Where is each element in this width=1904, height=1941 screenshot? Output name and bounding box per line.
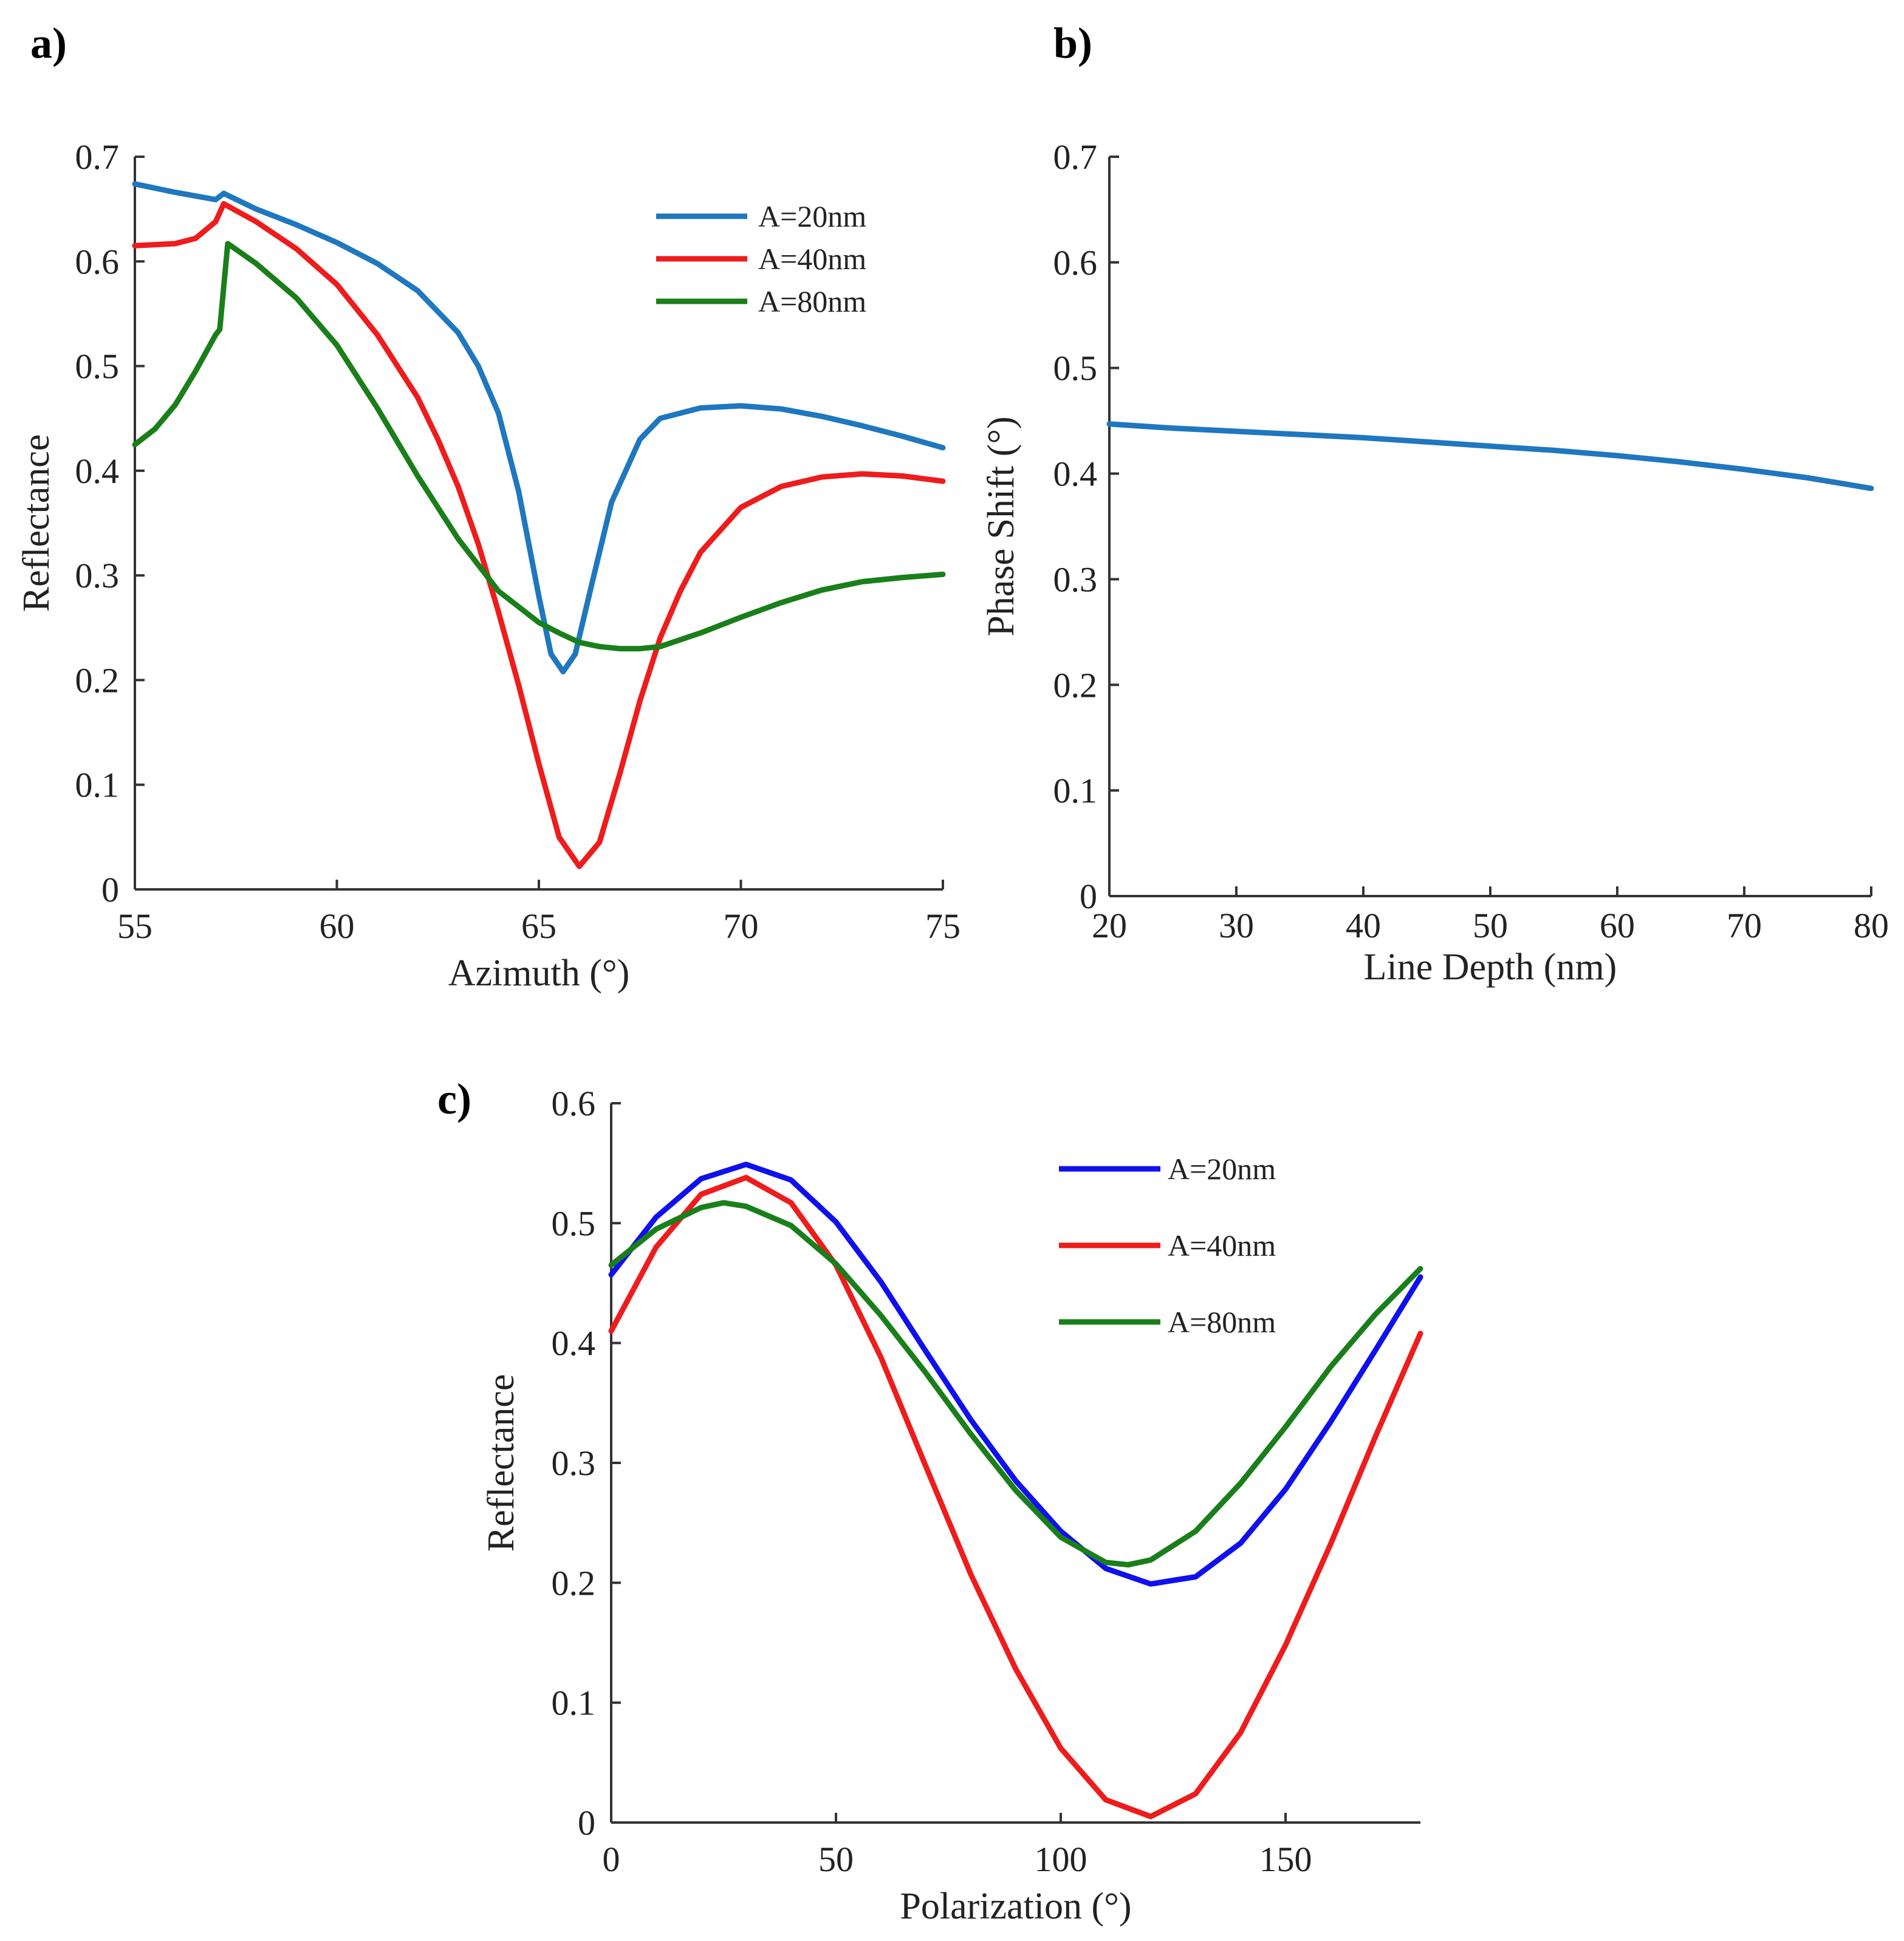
x-tick-label: 60 bbox=[1600, 906, 1635, 945]
y-tick-label: 0.1 bbox=[75, 765, 120, 805]
y-tick-label: 0.3 bbox=[552, 1443, 596, 1483]
x-tick-label: 60 bbox=[320, 906, 355, 946]
legend-label: A=80nm bbox=[758, 284, 866, 318]
legend-label: A=40nm bbox=[1168, 1228, 1276, 1262]
x-tick-label: 50 bbox=[818, 1840, 854, 1879]
legend: A=20nm A=40nm A=80nm bbox=[656, 199, 866, 318]
y-tick-label: 0.2 bbox=[552, 1563, 596, 1603]
series-line-a-20nm bbox=[608, 1162, 1423, 1587]
y-tick-label: 0.3 bbox=[1053, 560, 1098, 599]
y-tick-label: 0.6 bbox=[1053, 243, 1098, 282]
x-tick-label: 30 bbox=[1219, 906, 1254, 945]
y-tick-label: 0.5 bbox=[1053, 349, 1098, 388]
x-tick-label: 0 bbox=[603, 1840, 620, 1879]
panel-label: b) bbox=[1053, 19, 1092, 67]
series-line-a-40nm bbox=[132, 201, 946, 869]
x-tick-label: 55 bbox=[117, 906, 152, 946]
y-tick-label: 0 bbox=[1080, 877, 1097, 916]
x-tick-label: 65 bbox=[521, 906, 556, 946]
x-tick-label: 150 bbox=[1259, 1840, 1312, 1879]
y-tick-label: 0.5 bbox=[552, 1203, 596, 1243]
legend-label: A=40nm bbox=[758, 242, 866, 276]
x-axis-label: Line Depth (nm) bbox=[1364, 947, 1617, 988]
panel-label: a) bbox=[30, 19, 67, 67]
x-tick-label: 70 bbox=[724, 906, 759, 946]
legend-label: A=20nm bbox=[1168, 1152, 1276, 1186]
panel-1: b) 20 30 40 50 60 70 80 0 0.1 0.2 0.3 0.4 0.5 0.6 0.7 Li… bbox=[981, 19, 1889, 988]
y-tick-label: 0 bbox=[578, 1803, 595, 1843]
series-line-a-40nm bbox=[608, 1174, 1423, 1819]
y-tick-label: 0.6 bbox=[552, 1084, 596, 1123]
x-tick-label: 50 bbox=[1473, 906, 1508, 945]
y-tick-label: 0.4 bbox=[552, 1324, 596, 1363]
legend-label: A=80nm bbox=[1168, 1305, 1276, 1339]
x-axis-label: Azimuth (°) bbox=[448, 953, 630, 994]
y-tick-label: 0.1 bbox=[552, 1683, 596, 1723]
y-axis-label: Reflectance bbox=[16, 434, 57, 612]
x-axis-label: Polarization (°) bbox=[900, 1886, 1131, 1927]
y-tick-label: 0.5 bbox=[75, 347, 120, 386]
panel-0: a) 55 60 65 70 75 0 0.1 0.2 0.3 0.4 0.5 0.6 0.7 Azimut… bbox=[16, 19, 961, 994]
legend: A=20nm A=40nm A=80nm bbox=[1059, 1152, 1276, 1339]
y-tick-label: 0.2 bbox=[75, 660, 120, 700]
y-tick-label: 0.7 bbox=[75, 137, 120, 177]
panel-label: c) bbox=[437, 1075, 471, 1123]
y-tick-label: 0.4 bbox=[1053, 454, 1098, 494]
y-axis-label: Phase Shift (°) bbox=[981, 416, 1022, 636]
y-tick-label: 0.1 bbox=[1053, 771, 1098, 810]
y-tick-label: 0.7 bbox=[1053, 137, 1098, 177]
panel-2: c) 0 50 100 150 0 0.1 0.2 0.3 0.4 0.5 0.6 Polarizati… bbox=[437, 1075, 1423, 1927]
y-tick-label: 0.2 bbox=[1053, 665, 1098, 705]
legend-label: A=20nm bbox=[758, 199, 866, 233]
y-tick-label: 0.6 bbox=[75, 242, 120, 281]
y-tick-label: 0 bbox=[101, 870, 119, 909]
x-tick-label: 40 bbox=[1346, 906, 1381, 945]
x-tick-label: 100 bbox=[1035, 1840, 1087, 1879]
series-line-a-80nm bbox=[608, 1200, 1423, 1568]
x-tick-label: 70 bbox=[1727, 906, 1762, 945]
x-tick-label: 75 bbox=[925, 906, 961, 946]
y-tick-label: 0.4 bbox=[75, 451, 120, 491]
series-line-0 bbox=[1106, 421, 1874, 491]
y-tick-label: 0.3 bbox=[75, 556, 120, 595]
series-line-a-80nm bbox=[132, 241, 946, 652]
y-axis-label: Reflectance bbox=[481, 1374, 522, 1552]
x-tick-label: 80 bbox=[1854, 906, 1889, 945]
x-tick-label: 20 bbox=[1092, 906, 1127, 945]
